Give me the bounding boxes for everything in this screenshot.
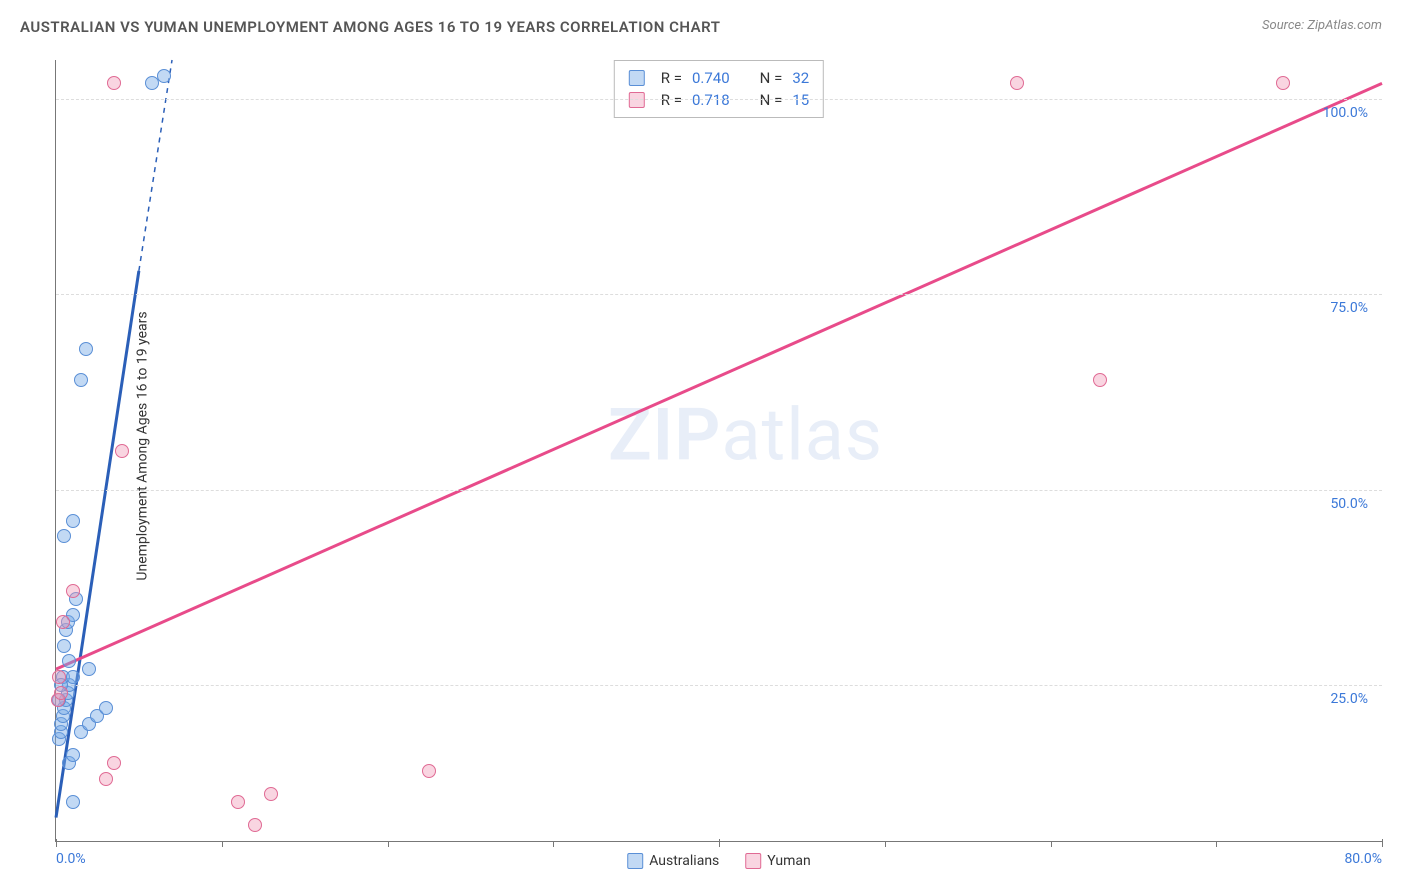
legend-swatch-icon bbox=[745, 853, 761, 869]
data-point bbox=[66, 514, 80, 528]
watermark-logo: ZIPatlas bbox=[608, 392, 883, 477]
data-point bbox=[115, 444, 129, 458]
x-tick-label: 80.0% bbox=[1344, 851, 1382, 867]
data-point bbox=[54, 686, 68, 700]
plot-area: ZIPatlas R = 0.740N = 32R = 0.718N = 15 … bbox=[55, 60, 1382, 842]
y-tick-label: 50.0% bbox=[1330, 496, 1368, 512]
data-point bbox=[1010, 76, 1024, 90]
data-point bbox=[79, 342, 93, 356]
trend-line bbox=[56, 271, 139, 818]
stat-n-value: 32 bbox=[792, 69, 809, 87]
y-tick-label: 100.0% bbox=[1323, 105, 1368, 121]
trend-lines-layer bbox=[56, 60, 1382, 841]
data-point bbox=[99, 772, 113, 786]
correlation-stats-box: R = 0.740N = 32R = 0.718N = 15 bbox=[614, 60, 824, 118]
series-legend: Australians Yuman bbox=[627, 853, 811, 869]
series-swatch-icon bbox=[629, 70, 645, 86]
data-point bbox=[107, 76, 121, 90]
trend-line bbox=[56, 83, 1382, 669]
data-point bbox=[74, 373, 88, 387]
data-point bbox=[264, 787, 278, 801]
data-point bbox=[157, 69, 171, 83]
data-point bbox=[57, 529, 71, 543]
legend-label: Australians bbox=[649, 853, 719, 869]
data-point bbox=[248, 818, 262, 832]
source-attribution: Source: ZipAtlas.com bbox=[1262, 18, 1382, 33]
data-point bbox=[57, 639, 71, 653]
x-tick-mark bbox=[56, 839, 57, 847]
legend-item: Australians bbox=[627, 853, 719, 869]
x-tick-mark bbox=[1216, 842, 1217, 847]
data-point bbox=[66, 795, 80, 809]
trend-line-extrapolated bbox=[139, 60, 172, 271]
x-tick-label: 0.0% bbox=[56, 851, 86, 867]
stat-n-label: N = bbox=[760, 69, 783, 87]
x-tick-mark bbox=[885, 842, 886, 847]
legend-item: Yuman bbox=[745, 853, 810, 869]
data-point bbox=[1276, 76, 1290, 90]
chart-container: AUSTRALIAN VS YUMAN UNEMPLOYMENT AMONG A… bbox=[0, 0, 1406, 892]
data-point bbox=[107, 756, 121, 770]
y-tick-label: 75.0% bbox=[1330, 300, 1368, 316]
x-tick-mark bbox=[222, 842, 223, 847]
stat-r-value: 0.740 bbox=[692, 69, 730, 87]
legend-swatch-icon bbox=[627, 853, 643, 869]
gridline bbox=[56, 99, 1382, 100]
data-point bbox=[62, 654, 76, 668]
stats-row: R = 0.740 N = 32 bbox=[629, 67, 809, 89]
chart-title: AUSTRALIAN VS YUMAN UNEMPLOYMENT AMONG A… bbox=[20, 18, 720, 36]
stat-r-label: R = bbox=[661, 69, 682, 87]
data-point bbox=[82, 662, 96, 676]
data-point bbox=[52, 670, 66, 684]
legend-label: Yuman bbox=[767, 853, 810, 869]
x-tick-mark bbox=[553, 842, 554, 847]
x-tick-mark bbox=[719, 839, 720, 847]
data-point bbox=[422, 764, 436, 778]
data-point bbox=[56, 615, 70, 629]
data-point bbox=[1093, 373, 1107, 387]
x-tick-mark bbox=[388, 842, 389, 847]
x-tick-mark bbox=[1051, 842, 1052, 847]
data-point bbox=[99, 701, 113, 715]
gridline bbox=[56, 294, 1382, 295]
data-point bbox=[66, 748, 80, 762]
gridline bbox=[56, 685, 1382, 686]
x-tick-mark bbox=[1382, 839, 1383, 847]
data-point bbox=[231, 795, 245, 809]
data-point bbox=[66, 584, 80, 598]
y-tick-label: 25.0% bbox=[1330, 691, 1368, 707]
gridline bbox=[56, 490, 1382, 491]
